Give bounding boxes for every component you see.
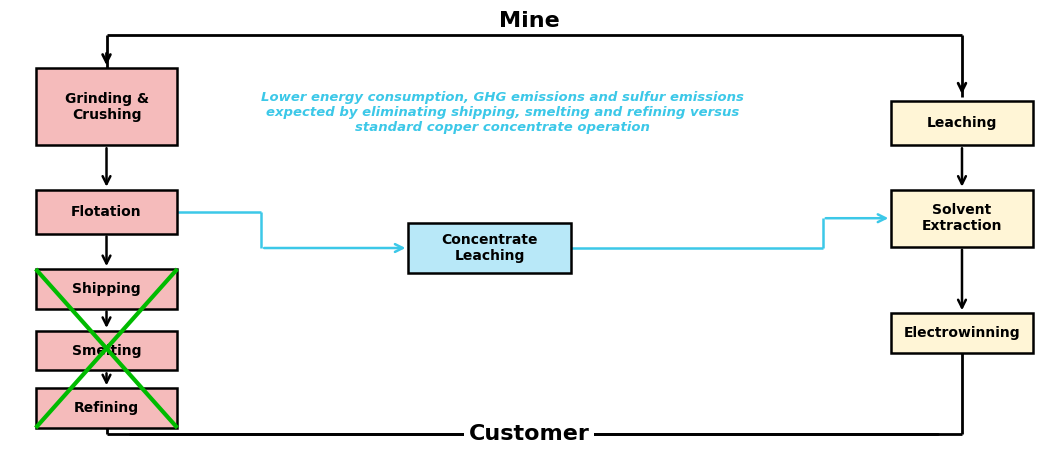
Text: Refining: Refining [74, 401, 139, 415]
Text: Shipping: Shipping [72, 282, 141, 296]
Text: Concentrate
Leaching: Concentrate Leaching [441, 233, 537, 263]
Text: Solvent
Extraction: Solvent Extraction [922, 203, 1002, 233]
Text: Smelting: Smelting [72, 344, 142, 358]
Text: Flotation: Flotation [71, 205, 142, 219]
FancyBboxPatch shape [891, 313, 1033, 353]
FancyBboxPatch shape [36, 388, 178, 428]
Text: Leaching: Leaching [927, 116, 998, 130]
Text: Grinding &
Crushing: Grinding & Crushing [65, 92, 148, 122]
Text: Electrowinning: Electrowinning [904, 326, 1020, 340]
FancyBboxPatch shape [891, 189, 1033, 247]
FancyBboxPatch shape [36, 68, 178, 145]
FancyBboxPatch shape [36, 331, 178, 370]
Text: Lower energy consumption, GHG emissions and sulfur emissions
expected by elimina: Lower energy consumption, GHG emissions … [261, 91, 744, 134]
FancyBboxPatch shape [408, 223, 571, 273]
FancyBboxPatch shape [891, 101, 1033, 145]
Text: Mine: Mine [498, 11, 560, 31]
FancyBboxPatch shape [36, 269, 178, 308]
Text: Customer: Customer [469, 424, 589, 445]
FancyBboxPatch shape [36, 189, 178, 234]
